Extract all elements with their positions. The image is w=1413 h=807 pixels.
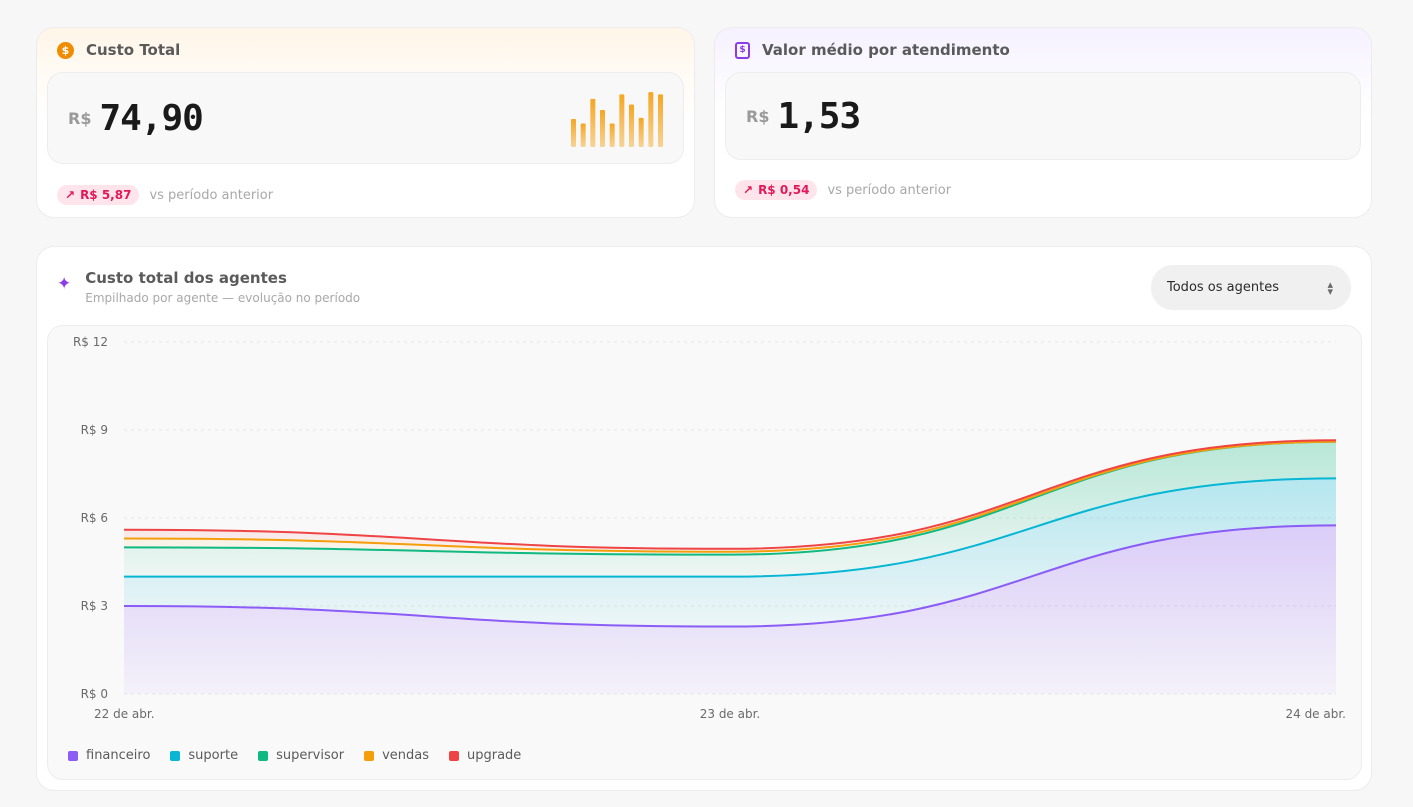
sparkle-icon: ✦	[57, 274, 72, 294]
average-value-card: $ Valor médio por atendimento R$ 1,53 ↗ …	[714, 27, 1372, 218]
legend-swatch	[68, 750, 78, 761]
legend-item-upgrade: upgrade	[448, 748, 522, 763]
legend-label: vendas	[382, 748, 429, 763]
chart-plot-area: R$ 0 R$ 3 R$ 6 R$ 9 R$ 12 22 de abr. 23 de abr…	[47, 325, 1362, 780]
legend-swatch	[364, 750, 375, 761]
total-cost-header: $ Custo Total	[57, 40, 180, 60]
legend-swatch	[258, 750, 269, 761]
legend-item-suporte: suporte	[170, 748, 238, 763]
legend-swatch	[170, 750, 181, 761]
area-suporte	[124, 478, 1336, 627]
chart-subtitle: Empilhado por agente — evolução no perío…	[85, 291, 361, 305]
arrow-up-right-icon: ↗	[743, 183, 754, 197]
average-value-title: Valor médio por atendimento	[762, 41, 1010, 59]
agent-filter-value: Todos os agentes	[1167, 280, 1279, 295]
total-cost-delta-value: R$ 5,87	[80, 188, 132, 202]
legend-label: financeiro	[86, 748, 151, 763]
mini-bar	[590, 98, 596, 147]
series-line-suporte	[123, 477, 1337, 578]
mini-bar	[619, 94, 625, 147]
area-vendas	[124, 441, 1336, 555]
coin-icon: $	[57, 41, 74, 59]
series-line-upgrade	[123, 439, 1337, 550]
mini-bar	[629, 104, 634, 147]
legend-item-vendas: vendas	[364, 748, 429, 763]
x-tick-label: 22 de abr.	[94, 707, 155, 721]
agents-cost-chart-card: ✦ Custo total dos agentes Empilhado por …	[36, 246, 1372, 791]
average-value-currency: R$	[746, 106, 770, 126]
mini-bar	[571, 119, 576, 147]
chart-title: Custo total dos agentes	[85, 269, 287, 287]
chart-header: ✦ Custo total dos agentes Empilhado por …	[57, 269, 360, 305]
x-tick-label: 23 de abr.	[700, 707, 761, 721]
mini-bar	[609, 123, 615, 147]
average-value-delta-value: R$ 0,54	[758, 183, 810, 197]
area-financeiro	[124, 525, 1336, 694]
x-tick-label: 24 de abr.	[1285, 707, 1346, 721]
series-line-financeiro	[123, 524, 1337, 628]
mini-bar	[580, 123, 586, 147]
legend-item-financeiro: financeiro	[68, 748, 150, 763]
mini-bar	[638, 117, 644, 147]
arrow-up-right-icon: ↗	[65, 188, 76, 202]
average-value-box: R$ 1,53	[725, 72, 1361, 160]
legend-label: supervisor	[276, 748, 345, 763]
total-cost-title: Custo Total	[86, 41, 181, 59]
series-line-vendas	[123, 440, 1337, 553]
total-cost-card: $ Custo Total R$ 74,90 ↗ R$ 5,87 vs perí…	[36, 27, 695, 218]
average-value-delta-badge: ↗ R$ 0,54	[735, 180, 818, 200]
receipt-icon: $	[735, 41, 750, 59]
legend-label: suporte	[188, 748, 239, 763]
average-value-amount: 1,53	[777, 95, 861, 137]
total-cost-delta-caption: vs período anterior	[149, 187, 274, 203]
mini-bar	[648, 92, 654, 147]
legend-item-supervisor: supervisor	[258, 748, 344, 763]
average-value-header: $ Valor médio por atendimento	[735, 40, 1010, 60]
mini-bar	[600, 110, 605, 147]
chevron-up-down-icon: ▴ ▾	[1327, 277, 1333, 298]
total-cost-currency: R$	[68, 108, 92, 128]
stacked-area-chart: R$ 0 R$ 3 R$ 6 R$ 9 R$ 12 22 de abr. 23 de abr…	[73, 335, 1346, 721]
legend-swatch	[448, 750, 459, 761]
y-tick-label: R$ 9	[81, 423, 108, 437]
y-tick-label: R$ 6	[81, 511, 108, 525]
average-value-delta-caption: vs período anterior	[827, 182, 952, 198]
chart-legend: financeiro suporte supervisor vendas upgrade	[68, 748, 521, 763]
total-cost-delta-badge: ↗ R$ 5,87	[57, 185, 140, 205]
total-cost-amount: 74,90	[99, 97, 203, 139]
total-cost-sparkbars	[571, 92, 663, 147]
agent-filter-select[interactable]: Todos os agentes ▴ ▾	[1151, 265, 1351, 310]
total-cost-value-box: R$ 74,90	[47, 72, 684, 164]
y-tick-label: R$ 12	[73, 335, 108, 349]
mini-bar	[658, 94, 663, 147]
y-tick-label: R$ 3	[81, 599, 108, 613]
legend-label: upgrade	[466, 748, 522, 763]
area-supervisor	[124, 441, 1336, 577]
y-tick-label: R$ 0	[81, 687, 108, 701]
